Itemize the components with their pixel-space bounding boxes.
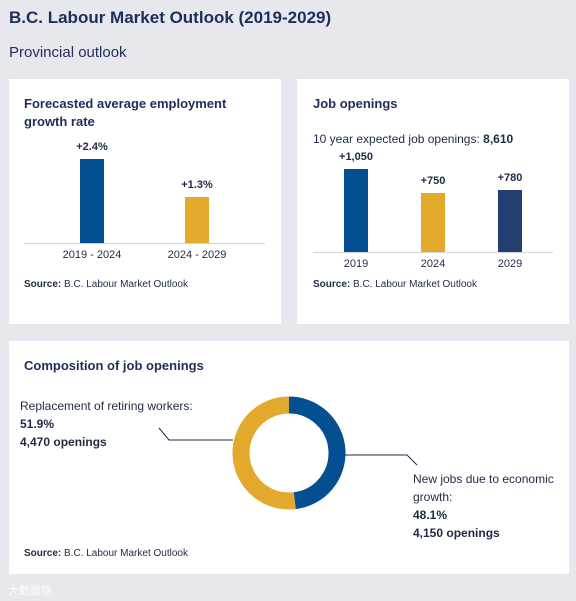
bar-1 (185, 197, 209, 243)
job-openings-baseline (313, 252, 553, 253)
bar-0 (80, 159, 104, 243)
job-openings-title: Job openings (313, 96, 398, 111)
new-jobs-pct: 48.1% (413, 508, 448, 522)
category-label: 2019 (343, 258, 369, 270)
new-jobs-label-line2: growth: (413, 490, 453, 504)
growth-rate-source-label: Source: (24, 279, 62, 290)
job-openings-source: Source: B.C. Labour Market Outlook (313, 279, 477, 290)
retiring-workers-leader-line (158, 427, 233, 441)
new-jobs-count: 4,150 openings (413, 526, 500, 540)
bar-value-label: +750 (420, 175, 446, 187)
retiring-workers-pct: 51.9% (20, 417, 55, 431)
new-jobs-label-line1: New jobs due to economic (413, 472, 554, 486)
job-openings-summary-label: 10 year expected job openings: (313, 132, 480, 146)
job-openings-summary: 10 year expected job openings: 8,610 (313, 130, 513, 148)
category-label: 2019 - 2024 (62, 249, 122, 261)
retiring-workers-label: Replacement of retiring workers: (20, 399, 193, 413)
bar-value-label: +1.3% (181, 179, 213, 191)
page-title: B.C. Labour Market Outlook (2019-2029) (9, 8, 332, 27)
job-openings-source-label: Source: (313, 279, 351, 290)
composition-donut-chart (158, 396, 418, 510)
donut-slice-new-jobs (288, 396, 346, 510)
new-jobs-label-group: New jobs due to economic growth: 48.1% 4… (413, 470, 554, 542)
composition-source-label: Source: (24, 548, 62, 559)
donut-slice-retiring-workers (232, 396, 296, 510)
growth-rate-title-line1: Forecasted average employment (24, 96, 227, 111)
category-label: 2029 (497, 258, 523, 270)
job-openings-card: Job openings 10 year expected job openin… (297, 79, 569, 324)
retiring-workers-count: 4,470 openings (20, 435, 107, 449)
category-label: 2024 (420, 258, 446, 270)
new-jobs-leader-line (344, 454, 418, 466)
growth-rate-source-text: B.C. Labour Market Outlook (64, 279, 188, 290)
bar-0 (344, 169, 368, 252)
growth-rate-baseline (24, 243, 265, 244)
retiring-workers-label-group: Replacement of retiring workers: 51.9% 4… (20, 397, 193, 451)
composition-card: Composition of job openings Replacement … (9, 341, 569, 574)
job-openings-source-text: B.C. Labour Market Outlook (353, 279, 477, 290)
bar-value-label: +2.4% (76, 141, 108, 153)
composition-source: Source: B.C. Labour Market Outlook (24, 548, 188, 559)
bar-value-label: +1,050 (339, 151, 373, 163)
composition-source-text: B.C. Labour Market Outlook (64, 548, 188, 559)
growth-rate-card: Forecasted average employment growth rat… (9, 79, 281, 324)
job-openings-summary-value: 8,610 (483, 132, 514, 146)
watermark-logo: 大数据猿 (8, 585, 52, 597)
growth-rate-title: Forecasted average employment growth rat… (24, 95, 274, 131)
page-subtitle: Provincial outlook (9, 44, 127, 61)
growth-rate-source: Source: B.C. Labour Market Outlook (24, 279, 188, 290)
bar-1 (421, 193, 445, 252)
bar-value-label: +780 (497, 172, 523, 184)
category-label: 2024 - 2029 (167, 249, 227, 261)
composition-title: Composition of job openings (24, 358, 204, 373)
bar-2 (498, 190, 522, 252)
growth-rate-title-line2: growth rate (24, 114, 95, 129)
